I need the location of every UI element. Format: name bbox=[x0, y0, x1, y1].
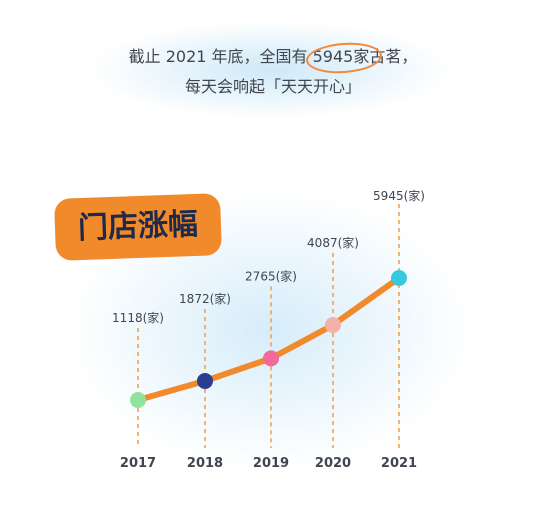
value-label-2019: 2765(家) bbox=[245, 268, 297, 283]
headline: 截止 2021 年底，全国有 5945家古茗， 每天会响起「天天开心」 bbox=[0, 40, 546, 102]
x-tick-label-2020: 2020 bbox=[315, 456, 351, 471]
value-label-2021: 5945(家) bbox=[373, 188, 425, 203]
store-count-text: 5945家 bbox=[312, 47, 370, 66]
x-tick-label-2021: 2021 bbox=[381, 456, 417, 471]
series-line bbox=[135, 275, 402, 403]
headline-line-2: 每天会响起「天天开心」 bbox=[184, 77, 361, 96]
headline-line-1: 截止 2021 年底，全国有 5945家古茗， bbox=[0, 40, 546, 76]
x-tick-label-2017: 2017 bbox=[120, 456, 156, 471]
data-point-2020 bbox=[325, 316, 341, 333]
store-count-highlight: 5945家 bbox=[304, 40, 383, 76]
x-tick-label-2018: 2018 bbox=[187, 456, 223, 471]
data-point-2019 bbox=[263, 350, 279, 367]
data-point-2017 bbox=[130, 392, 146, 408]
value-label-2017: 1118(家) bbox=[112, 310, 164, 325]
value-label-2020: 4087(家) bbox=[307, 235, 359, 250]
headline-text-post: 古茗， bbox=[369, 47, 418, 66]
data-point-2021 bbox=[391, 270, 407, 286]
value-label-2018: 1872(家) bbox=[179, 291, 231, 306]
data-point-2018 bbox=[197, 372, 213, 389]
headline-text-pre: 截止 2021 年底，全国有 bbox=[128, 47, 313, 66]
x-tick-label-2019: 2019 bbox=[253, 456, 289, 471]
